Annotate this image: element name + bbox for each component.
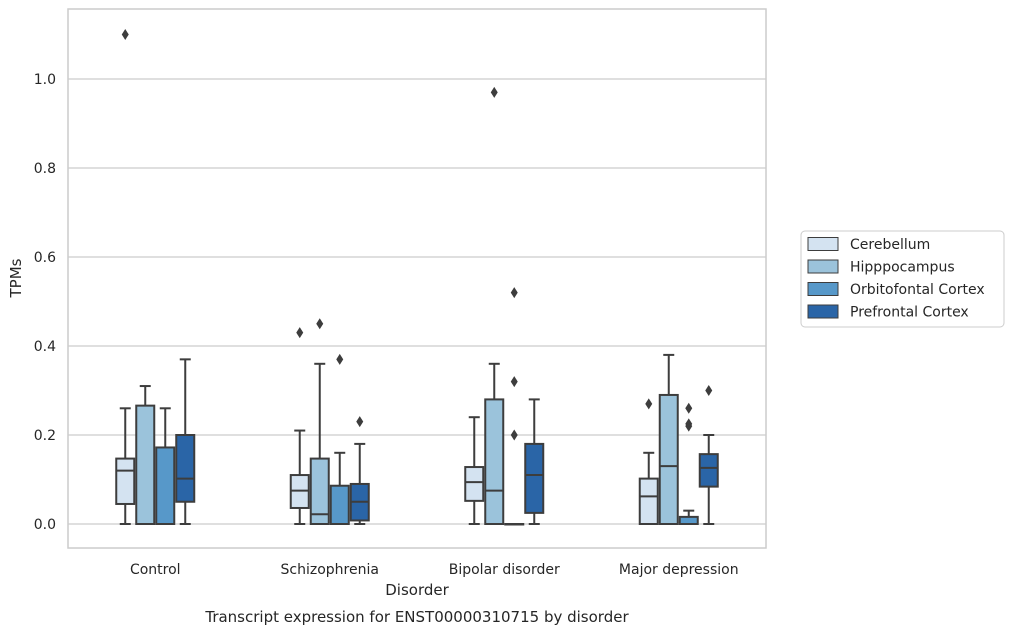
legend-label: Hipppocampus [850, 260, 955, 276]
box-iqr [135, 404, 156, 526]
box-hipppocampus [135, 385, 156, 526]
y-tick-label: 0.4 [34, 339, 56, 355]
legend-label: Orbitofontal Cortex [850, 282, 985, 298]
outlier-point [685, 420, 693, 432]
chart-title: Transcript expression for ENST0000031071… [204, 608, 629, 626]
legend-frame [800, 230, 1005, 328]
y-tick-label: 0.0 [34, 517, 56, 533]
box-cerebellum [115, 29, 136, 525]
box-iqr [155, 446, 176, 525]
outlier-point [685, 402, 693, 414]
y-tick-label: 1.0 [34, 72, 56, 88]
box-iqr [175, 434, 196, 503]
outlier-point [510, 287, 518, 299]
x-tick-labels: Control Schizophrenia Bipolar disorder Majo… [130, 562, 739, 578]
box-series [115, 29, 719, 526]
y-axis-title: TPMs [7, 258, 25, 298]
box-iqr [638, 477, 659, 525]
outlier-point [356, 416, 364, 428]
box-cerebellum [464, 416, 485, 525]
outlier-point [510, 376, 518, 388]
legend-swatch [807, 282, 839, 296]
outlier-point [316, 318, 324, 330]
legend-swatch [807, 304, 839, 319]
legend-swatch [807, 237, 839, 251]
y-tick-label: 0.2 [34, 428, 56, 444]
box-iqr [309, 457, 330, 525]
box-hipppocampus [309, 318, 330, 525]
box-orbitofontal-cortex [678, 402, 699, 526]
box-orbitofontal-cortex [329, 353, 350, 526]
box-iqr [464, 466, 485, 502]
x-tick-label: Control [130, 562, 181, 578]
y-tick-label: 0.6 [34, 250, 56, 266]
box-prefrontal-cortex [524, 398, 545, 525]
x-tick-label: Schizophrenia [281, 562, 379, 578]
box-hipppocampus [658, 353, 679, 526]
box-iqr [524, 442, 545, 514]
box-prefrontal-cortex [698, 385, 719, 525]
x-axis-title: Disorder [385, 581, 449, 599]
box-orbitofontal-cortex [155, 407, 176, 525]
box-cerebellum [289, 327, 310, 525]
box-cerebellum [638, 398, 659, 525]
outlier-point [490, 86, 498, 98]
plot-frame [67, 8, 767, 549]
outlier-point [296, 327, 304, 339]
box-iqr [115, 457, 136, 505]
box-orbitofontal-cortex [504, 287, 525, 526]
box-hipppocampus [484, 86, 505, 525]
y-tick-labels: 0.0 0.2 0.4 0.6 0.8 1.0 [34, 72, 56, 533]
box-iqr [329, 484, 350, 526]
legend-label: Cerebellum [850, 237, 930, 253]
outlier-point [705, 385, 713, 396]
outlier-point [510, 429, 518, 441]
box-prefrontal-cortex [175, 358, 196, 525]
box-iqr [678, 515, 699, 526]
legend: Cerebellum Hipppocampus Orbitofontal Corte… [800, 230, 1005, 328]
outlier-point [121, 29, 129, 40]
outlier-point [645, 398, 653, 410]
outlier-point [336, 353, 344, 365]
box-iqr [658, 393, 679, 526]
x-tick-label: Bipolar disorder [449, 562, 560, 578]
legend-label: Prefrontal Cortex [850, 305, 969, 321]
box-prefrontal-cortex [349, 416, 370, 525]
box-iqr [698, 453, 719, 488]
x-tick-label: Major depression [619, 562, 739, 578]
box-iqr [484, 398, 505, 525]
legend-swatch [807, 259, 839, 274]
y-tick-label: 0.8 [34, 161, 56, 177]
